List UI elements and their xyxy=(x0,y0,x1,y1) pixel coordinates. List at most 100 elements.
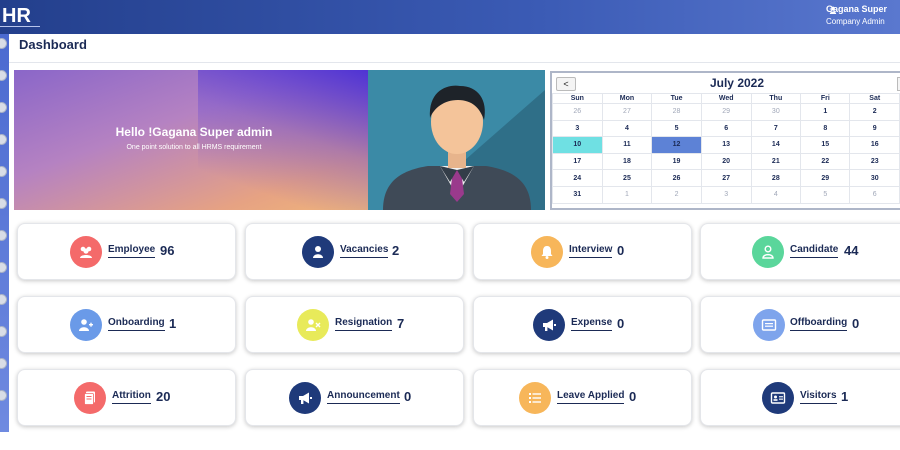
employee-card[interactable]: Employee 96 xyxy=(17,223,236,280)
weekday-header: Thu xyxy=(750,93,802,104)
calendar-day[interactable]: 2 xyxy=(651,185,702,204)
calendar-day[interactable]: 28 xyxy=(750,169,802,187)
page-title: Dashboard xyxy=(19,37,87,52)
sidebar-item[interactable] xyxy=(0,390,7,401)
card-count: 0 xyxy=(852,316,860,331)
user-icon xyxy=(302,236,334,268)
calendar-day[interactable]: 11 xyxy=(601,136,653,154)
banner-gradient xyxy=(14,70,368,210)
calendar-day[interactable]: 14 xyxy=(750,136,802,154)
card-label[interactable]: Candidate xyxy=(790,244,839,258)
user-menu[interactable]: Gagana Super Company Admin xyxy=(826,4,898,26)
calendar-day[interactable]: 8 xyxy=(800,119,851,138)
calendar-day[interactable]: 17 xyxy=(552,152,603,171)
calendar-day[interactable]: 30 xyxy=(750,103,802,121)
card-count: 1 xyxy=(169,316,177,331)
calendar-day[interactable]: 5 xyxy=(800,185,851,204)
sidebar-item[interactable] xyxy=(0,134,7,145)
calendar-day[interactable]: 26 xyxy=(552,103,603,121)
card-label[interactable]: Visitors xyxy=(800,390,837,404)
card-label[interactable]: Attrition xyxy=(112,390,151,404)
calendar-day-today[interactable]: 10 xyxy=(552,136,603,154)
calendar-next-button[interactable] xyxy=(897,77,900,91)
sidebar-item[interactable] xyxy=(0,102,7,113)
card-count: 0 xyxy=(629,389,637,404)
calendar-day[interactable]: 29 xyxy=(800,169,851,187)
attrition-card[interactable]: Attrition 20 xyxy=(17,369,236,426)
candidate-card[interactable]: Candidate 44 xyxy=(700,223,900,280)
calendar-day[interactable]: 20 xyxy=(700,152,752,171)
calendar-day[interactable]: 23 xyxy=(849,152,900,171)
offboarding-card[interactable]: Offboarding 0 xyxy=(700,296,900,353)
calendar-day[interactable]: 2 xyxy=(849,103,900,121)
calendar-day[interactable]: 6 xyxy=(849,185,900,204)
calendar-day-selected[interactable]: 12 xyxy=(651,136,702,154)
sidebar-item[interactable] xyxy=(0,262,7,273)
calendar-day[interactable]: 22 xyxy=(800,152,851,171)
logo-underline xyxy=(0,26,40,27)
leave-applied-card[interactable]: Leave Applied 0 xyxy=(473,369,692,426)
user-role: Company Admin xyxy=(826,17,885,26)
calendar-day[interactable]: 5 xyxy=(651,119,702,138)
calendar-day[interactable]: 16 xyxy=(849,136,900,154)
card-label[interactable]: Vacancies xyxy=(340,244,389,258)
sidebar-item[interactable] xyxy=(0,230,7,241)
calendar-day[interactable]: 19 xyxy=(651,152,702,171)
card-label[interactable]: Employee xyxy=(108,244,156,258)
calendar-day[interactable]: 21 xyxy=(750,152,802,171)
resignation-card[interactable]: Resignation 7 xyxy=(245,296,464,353)
calendar-widget: July 2022 < Sun Mon Tue Wed Thu Fri Sat … xyxy=(550,71,900,210)
calendar-day[interactable]: 27 xyxy=(700,169,752,187)
calendar-day[interactable]: 29 xyxy=(700,103,752,121)
card-count: 1 xyxy=(841,389,849,404)
calendar-day[interactable]: 15 xyxy=(800,136,851,154)
visitors-card[interactable]: Visitors 1 xyxy=(700,369,900,426)
sidebar-item[interactable] xyxy=(0,38,7,49)
sidebar-item[interactable] xyxy=(0,326,7,337)
calendar-day[interactable]: 26 xyxy=(651,169,702,187)
calendar-day[interactable]: 27 xyxy=(601,103,653,121)
sidebar-item[interactable] xyxy=(0,198,7,209)
list-icon xyxy=(519,382,551,414)
onboarding-card[interactable]: Onboarding 1 xyxy=(17,296,236,353)
sidebar-item[interactable] xyxy=(0,70,7,81)
card-label[interactable]: Announcement xyxy=(327,390,400,404)
calendar-day[interactable]: 9 xyxy=(849,119,900,138)
calendar-day[interactable]: 3 xyxy=(700,185,752,204)
sidebar-item[interactable] xyxy=(0,358,7,369)
calendar-day[interactable]: 25 xyxy=(601,169,653,187)
id-card-icon xyxy=(753,309,785,341)
app-logo[interactable]: HR xyxy=(2,5,31,27)
card-label[interactable]: Offboarding xyxy=(790,317,848,331)
calendar-day[interactable]: 13 xyxy=(700,136,752,154)
calendar-day[interactable]: 1 xyxy=(800,103,851,121)
interview-card[interactable]: Interview 0 xyxy=(473,223,692,280)
card-label[interactable]: Interview xyxy=(569,244,613,258)
expense-card[interactable]: Expense 0 xyxy=(473,296,692,353)
title-divider xyxy=(9,62,900,63)
card-label[interactable]: Expense xyxy=(571,317,613,331)
vacancies-card[interactable]: Vacancies 2 xyxy=(245,223,464,280)
calendar-day[interactable]: 7 xyxy=(750,119,802,138)
calendar-day[interactable]: 31 xyxy=(552,185,603,204)
calendar-day[interactable]: 1 xyxy=(601,185,653,204)
calendar-day[interactable]: 30 xyxy=(849,169,900,187)
megaphone-icon xyxy=(289,382,321,414)
calendar-day[interactable]: 3 xyxy=(552,119,603,138)
calendar-day[interactable]: 18 xyxy=(601,152,653,171)
calendar-day[interactable]: 6 xyxy=(700,119,752,138)
sidebar-item[interactable] xyxy=(0,294,7,305)
calendar-day[interactable]: 4 xyxy=(750,185,802,204)
sidebar-item[interactable] xyxy=(0,166,7,177)
calendar-prev-button[interactable]: < xyxy=(556,77,576,91)
card-label[interactable]: Resignation xyxy=(335,317,393,331)
user-x-icon xyxy=(297,309,329,341)
weekday-header: Sun xyxy=(552,93,603,104)
calendar-day[interactable]: 4 xyxy=(601,119,653,138)
announcement-card[interactable]: Announcement 0 xyxy=(245,369,464,426)
card-label[interactable]: Leave Applied xyxy=(557,390,625,404)
calendar-month-label: July 2022 xyxy=(709,76,765,90)
calendar-day[interactable]: 28 xyxy=(651,103,702,121)
calendar-day[interactable]: 24 xyxy=(552,169,603,187)
card-label[interactable]: Onboarding xyxy=(108,317,165,331)
